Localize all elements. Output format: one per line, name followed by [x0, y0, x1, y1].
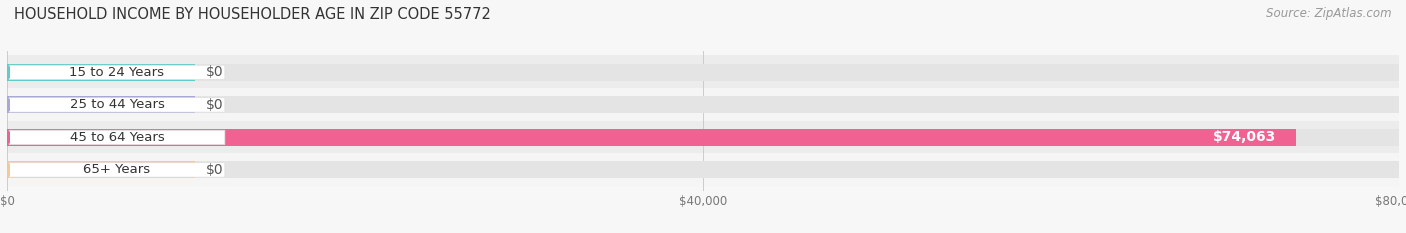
Bar: [7, 88, 1399, 122]
Bar: [7, 129, 1296, 146]
Text: $0: $0: [207, 98, 224, 112]
Text: $0: $0: [207, 65, 224, 79]
Text: Source: ZipAtlas.com: Source: ZipAtlas.com: [1267, 7, 1392, 20]
Bar: [7, 96, 195, 113]
Bar: [7, 153, 1399, 187]
Bar: [7, 161, 1399, 178]
Bar: [7, 129, 1399, 146]
FancyBboxPatch shape: [8, 98, 225, 112]
Text: 65+ Years: 65+ Years: [83, 163, 150, 176]
FancyBboxPatch shape: [8, 163, 225, 177]
Text: $74,063: $74,063: [1213, 130, 1277, 144]
Text: HOUSEHOLD INCOME BY HOUSEHOLDER AGE IN ZIP CODE 55772: HOUSEHOLD INCOME BY HOUSEHOLDER AGE IN Z…: [14, 7, 491, 22]
FancyBboxPatch shape: [8, 65, 225, 80]
Text: 45 to 64 Years: 45 to 64 Years: [70, 131, 165, 144]
Bar: [7, 64, 195, 81]
Text: $0: $0: [207, 163, 224, 177]
Bar: [7, 55, 1399, 89]
FancyBboxPatch shape: [8, 130, 225, 145]
Bar: [7, 96, 1399, 113]
Text: 15 to 24 Years: 15 to 24 Years: [69, 66, 165, 79]
Bar: [7, 120, 1399, 154]
Bar: [7, 64, 1399, 81]
Text: 25 to 44 Years: 25 to 44 Years: [69, 98, 165, 111]
Bar: [7, 161, 195, 178]
